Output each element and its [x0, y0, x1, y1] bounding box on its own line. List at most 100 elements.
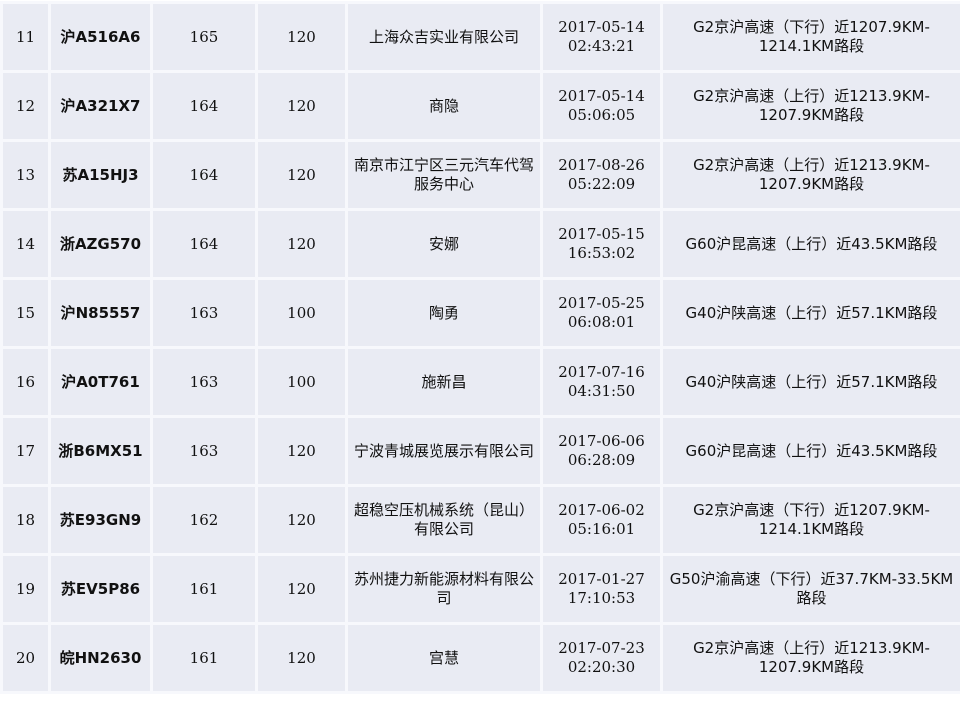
rank-cell: 19 [0, 553, 51, 625]
time-text: 06:28:09 [567, 451, 636, 469]
owner-cell: 施新昌 [345, 346, 543, 418]
date-text: 2017-05-15 [558, 225, 645, 243]
table-row: 20 皖HN2630 161 120 宫慧 2017-07-23 02:20:3… [0, 622, 960, 694]
rank-cell: 14 [0, 208, 51, 280]
owner-cell: 陶勇 [345, 277, 543, 349]
location-cell: G40沪陕高速（上行）近57.1KM路段 [660, 346, 960, 418]
speed-cell: 163 [150, 277, 258, 349]
location-cell: G2京沪高速（上行）近1213.9KM-1207.9KM路段 [660, 139, 960, 211]
speed-cell: 164 [150, 139, 258, 211]
table-row: 17 浙B6MX51 163 120 宁波青城展览展示有限公司 2017-06-… [0, 415, 960, 487]
date-text: 2017-05-14 [558, 87, 645, 105]
rank-cell: 13 [0, 139, 51, 211]
datetime-cell: 2017-05-14 05:06:05 [540, 70, 663, 142]
speed-limit-cell: 120 [255, 1, 348, 73]
table-row: 11 沪A516A6 165 120 上海众吉实业有限公司 2017-05-14… [0, 1, 960, 73]
date-text: 2017-01-27 [558, 570, 645, 588]
owner-cell: 商隐 [345, 70, 543, 142]
speed-cell: 165 [150, 1, 258, 73]
rank-cell: 17 [0, 415, 51, 487]
owner-cell: 南京市江宁区三元汽车代驾服务中心 [345, 139, 543, 211]
date-text: 2017-07-16 [558, 363, 645, 381]
plate-cell: 沪N85557 [48, 277, 153, 349]
owner-cell: 安娜 [345, 208, 543, 280]
datetime-cell: 2017-08-26 05:22:09 [540, 139, 663, 211]
location-cell: G50沪渝高速（下行）近37.7KM-33.5KM路段 [660, 553, 960, 625]
table-row: 12 沪A321X7 164 120 商隐 2017-05-14 05:06:0… [0, 70, 960, 142]
owner-cell: 宫慧 [345, 622, 543, 694]
speed-cell: 163 [150, 415, 258, 487]
speed-limit-cell: 120 [255, 208, 348, 280]
speeding-records-table: 11 沪A516A6 165 120 上海众吉实业有限公司 2017-05-14… [0, 1, 960, 694]
time-text: 06:08:01 [567, 313, 636, 331]
datetime-cell: 2017-05-14 02:43:21 [540, 1, 663, 73]
datetime-cell: 2017-06-02 05:16:01 [540, 484, 663, 556]
rank-cell: 11 [0, 1, 51, 73]
plate-cell: 苏A15HJ3 [48, 139, 153, 211]
date-text: 2017-06-02 [558, 501, 645, 519]
location-cell: G60沪昆高速（上行）近43.5KM路段 [660, 415, 960, 487]
speed-limit-cell: 100 [255, 277, 348, 349]
rank-cell: 15 [0, 277, 51, 349]
datetime-cell: 2017-05-15 16:53:02 [540, 208, 663, 280]
table-row: 16 沪A0T761 163 100 施新昌 2017-07-16 04:31:… [0, 346, 960, 418]
time-text: 16:53:02 [567, 244, 636, 262]
table-row: 18 苏E93GN9 162 120 超稳空压机械系统（昆山）有限公司 2017… [0, 484, 960, 556]
speed-cell: 164 [150, 70, 258, 142]
datetime-cell: 2017-07-23 02:20:30 [540, 622, 663, 694]
location-cell: G2京沪高速（上行）近1213.9KM-1207.9KM路段 [660, 622, 960, 694]
speed-limit-cell: 120 [255, 415, 348, 487]
speed-cell: 161 [150, 553, 258, 625]
datetime-cell: 2017-07-16 04:31:50 [540, 346, 663, 418]
date-text: 2017-08-26 [558, 156, 645, 174]
datetime-cell: 2017-05-25 06:08:01 [540, 277, 663, 349]
plate-cell: 沪A321X7 [48, 70, 153, 142]
location-cell: G40沪陕高速（上行）近57.1KM路段 [660, 277, 960, 349]
time-text: 05:06:05 [567, 106, 636, 124]
plate-cell: 浙B6MX51 [48, 415, 153, 487]
speed-cell: 163 [150, 346, 258, 418]
owner-cell: 上海众吉实业有限公司 [345, 1, 543, 73]
location-cell: G60沪昆高速（上行）近43.5KM路段 [660, 208, 960, 280]
time-text: 02:43:21 [567, 37, 636, 55]
owner-cell: 宁波青城展览展示有限公司 [345, 415, 543, 487]
time-text: 02:20:30 [567, 658, 636, 676]
plate-cell: 苏EV5P86 [48, 553, 153, 625]
plate-cell: 沪A516A6 [48, 1, 153, 73]
speed-limit-cell: 100 [255, 346, 348, 418]
time-text: 05:16:01 [567, 520, 636, 538]
speed-cell: 164 [150, 208, 258, 280]
rank-cell: 16 [0, 346, 51, 418]
owner-cell: 超稳空压机械系统（昆山）有限公司 [345, 484, 543, 556]
speed-cell: 162 [150, 484, 258, 556]
plate-cell: 沪A0T761 [48, 346, 153, 418]
time-text: 17:10:53 [567, 589, 636, 607]
rank-cell: 12 [0, 70, 51, 142]
table-row: 19 苏EV5P86 161 120 苏州捷力新能源材料有限公司 2017-01… [0, 553, 960, 625]
table-row: 14 浙AZG570 164 120 安娜 2017-05-15 16:53:0… [0, 208, 960, 280]
owner-cell: 苏州捷力新能源材料有限公司 [345, 553, 543, 625]
datetime-cell: 2017-01-27 17:10:53 [540, 553, 663, 625]
table-row: 13 苏A15HJ3 164 120 南京市江宁区三元汽车代驾服务中心 2017… [0, 139, 960, 211]
speed-limit-cell: 120 [255, 70, 348, 142]
rank-cell: 20 [0, 622, 51, 694]
speed-limit-cell: 120 [255, 622, 348, 694]
time-text: 04:31:50 [567, 382, 636, 400]
date-text: 2017-07-23 [558, 639, 645, 657]
plate-cell: 浙AZG570 [48, 208, 153, 280]
datetime-cell: 2017-06-06 06:28:09 [540, 415, 663, 487]
location-cell: G2京沪高速（上行）近1213.9KM-1207.9KM路段 [660, 70, 960, 142]
rank-cell: 18 [0, 484, 51, 556]
date-text: 2017-06-06 [558, 432, 645, 450]
date-text: 2017-05-25 [558, 294, 645, 312]
speed-limit-cell: 120 [255, 553, 348, 625]
table-row: 15 沪N85557 163 100 陶勇 2017-05-25 06:08:0… [0, 277, 960, 349]
plate-cell: 苏E93GN9 [48, 484, 153, 556]
date-text: 2017-05-14 [558, 18, 645, 36]
location-cell: G2京沪高速（下行）近1207.9KM-1214.1KM路段 [660, 1, 960, 73]
location-cell: G2京沪高速（下行）近1207.9KM-1214.1KM路段 [660, 484, 960, 556]
plate-cell: 皖HN2630 [48, 622, 153, 694]
speed-cell: 161 [150, 622, 258, 694]
speed-limit-cell: 120 [255, 139, 348, 211]
speed-limit-cell: 120 [255, 484, 348, 556]
